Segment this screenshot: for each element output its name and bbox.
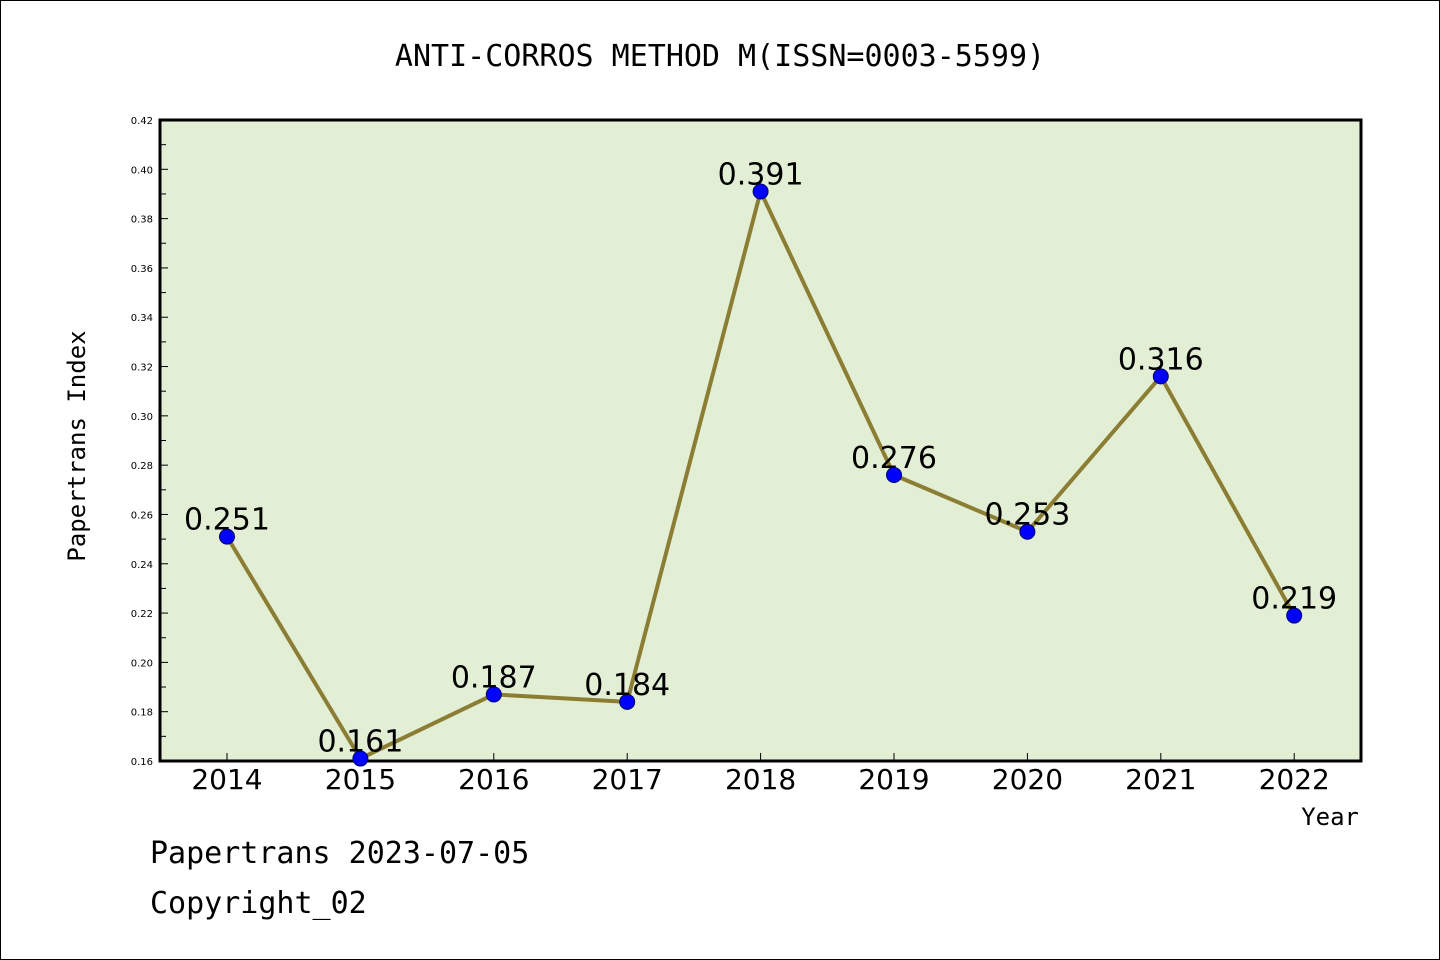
data-label: 0.184 (584, 668, 670, 703)
x-tick-label: 2017 (592, 763, 663, 796)
data-point (1286, 607, 1303, 624)
data-label: 0.219 (1251, 582, 1337, 617)
data-labels: 0.251 0.161 0.187 0.184 0.391 0.276 0.253 0.316… (184, 157, 1337, 759)
x-tick-label: 2019 (858, 763, 929, 796)
data-point (1152, 368, 1169, 385)
y-tick-label: 0.34 (131, 313, 153, 324)
data-point (485, 686, 502, 703)
footer-copyright: Copyright_02 (150, 886, 367, 921)
data-label: 0.253 (984, 498, 1070, 533)
x-tick-label: 2015 (325, 763, 396, 796)
data-label: 0.391 (718, 157, 804, 192)
data-point (886, 467, 902, 484)
x-axis: 2014 2015 2016 2017 2018 2019 2020 2021 2022 (191, 753, 1330, 796)
y-tick-label: 0.30 (131, 412, 153, 423)
data-label: 0.187 (451, 660, 537, 695)
y-tick-label: 0.20 (131, 658, 153, 669)
footer-date: Papertrans 2023-07-05 (150, 836, 530, 871)
data-point (219, 528, 235, 545)
y-tick-label: 0.26 (131, 510, 153, 521)
y-tick-label: 0.18 (131, 708, 153, 719)
y-tick-label: 0.36 (131, 264, 153, 275)
data-point (1019, 523, 1036, 540)
y-tick-label: 0.16 (131, 757, 153, 768)
data-point (752, 183, 769, 200)
data-point (352, 750, 369, 767)
y-axis: 0.16 0.18 0.20 0.22 0.24 0.26 0.28 0.30 0.32 0.34… (131, 116, 168, 768)
data-label: 0.316 (1118, 342, 1204, 377)
x-tick-label: 2018 (725, 763, 796, 796)
y-axis-label: Papertrans Index (63, 330, 91, 561)
x-tick-label: 2014 (191, 763, 262, 796)
y-tick-label: 0.22 (131, 609, 153, 620)
y-tick-label: 0.38 (131, 215, 153, 226)
x-tick-label: 2016 (458, 763, 529, 796)
y-tick-label: 0.40 (131, 165, 153, 176)
y-tick-label: 0.32 (131, 363, 153, 374)
x-tick-label: 2020 (992, 763, 1063, 796)
y-tick-label: 0.42 (131, 116, 153, 127)
x-tick-label: 2022 (1259, 763, 1330, 796)
y-tick-label: 0.28 (131, 461, 153, 472)
y-tick-label: 0.24 (131, 560, 153, 571)
series-group (219, 183, 1303, 767)
data-label: 0.161 (317, 725, 403, 760)
x-tick-label: 2021 (1125, 763, 1196, 796)
data-point (619, 693, 636, 710)
x-axis-label: Year (1301, 803, 1359, 831)
plot-area (158, 118, 1363, 763)
chart-title: ANTI-CORROS METHOD M(ISSN=0003-5599) (395, 39, 1045, 74)
data-label: 0.276 (851, 441, 937, 476)
data-label: 0.251 (184, 503, 270, 538)
